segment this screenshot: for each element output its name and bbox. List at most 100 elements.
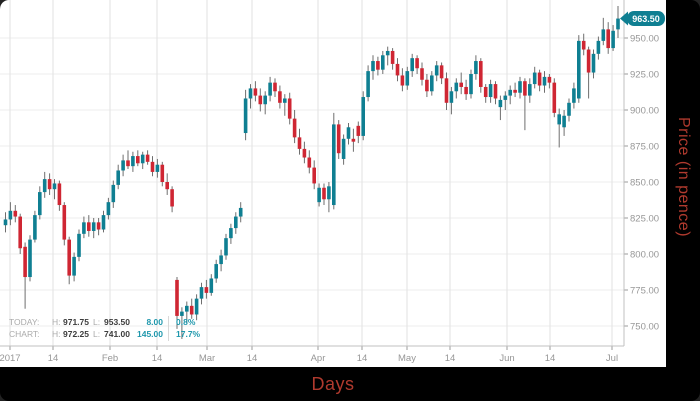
x-tick-label: Apr: [311, 353, 326, 364]
candle-down: [18, 216, 22, 249]
x-tick-label: 14: [545, 353, 556, 364]
info-high-value: 972.25: [63, 329, 89, 339]
candle-up: [542, 76, 547, 86]
y-tick-label: 950.00: [630, 34, 659, 45]
candle-down: [464, 86, 468, 95]
candle-down: [376, 61, 380, 70]
info-low-value: 741.00: [104, 329, 130, 339]
candle-up: [214, 264, 218, 279]
candle-down: [523, 81, 527, 96]
y-tick-label: 850.00: [630, 178, 659, 189]
y-tick-label: 825.00: [630, 214, 659, 225]
candlestick-chart: 950.00 925.00 900.00 875.00 850.00 825.00 800.…: [0, 0, 665, 364]
candlestick-chart-panel: 950.00 925.00 900.00 875.00 850.00 825.00 800.…: [0, 0, 666, 367]
candle-up: [268, 82, 272, 96]
candle-down: [307, 157, 312, 168]
candle-up: [454, 82, 459, 92]
candle-down: [126, 160, 130, 167]
candle-down: [351, 138, 356, 142]
candle-down: [483, 86, 488, 98]
candle-down: [400, 75, 405, 86]
candle-up: [33, 215, 37, 240]
candle-up: [327, 186, 331, 200]
candle-up: [611, 30, 615, 49]
candle-down: [165, 182, 169, 190]
candle-down: [586, 49, 591, 73]
candle-up: [243, 98, 248, 134]
candle-up: [224, 238, 228, 256]
candle-up: [131, 156, 135, 167]
candle-up: [572, 88, 576, 103]
candle-up: [106, 202, 111, 216]
candle-up: [234, 216, 238, 229]
info-low-key: L:: [93, 317, 100, 327]
x-axis-title-text: Days: [311, 373, 355, 394]
x-tick-label: Feb: [102, 353, 118, 364]
candle-up: [82, 222, 86, 234]
price-badge: [627, 11, 665, 27]
candle-down: [425, 79, 429, 92]
candle-up: [155, 164, 160, 172]
x-tick-label: 14: [357, 353, 368, 364]
candle-up: [449, 91, 454, 103]
candle-up: [91, 222, 96, 231]
x-tick-label: 14: [152, 353, 163, 364]
candle-down: [444, 78, 449, 103]
candle-down: [204, 287, 209, 293]
candle-up: [346, 127, 351, 139]
price-badge-text: 963.50: [632, 14, 660, 24]
y-tick-label: 925.00: [630, 70, 659, 81]
candle-up: [474, 61, 478, 74]
candle-down: [273, 82, 277, 92]
candle-down: [62, 205, 67, 240]
info-change-value: 8.00: [146, 317, 163, 327]
candle-up: [38, 192, 42, 216]
candle-down: [23, 246, 27, 278]
info-change-value: 145.00: [137, 329, 163, 339]
candle-up: [101, 215, 106, 230]
candle-down: [537, 72, 542, 86]
x-tick-label: Jun: [499, 353, 514, 364]
candle-up: [317, 187, 321, 203]
info-row-label: TODAY:: [9, 317, 39, 327]
candle-up: [180, 311, 184, 316]
candle-down: [175, 279, 179, 316]
x-axis-title: Days: [0, 367, 666, 401]
candle-down: [547, 76, 552, 83]
candle-down: [136, 156, 140, 164]
candle-up: [469, 74, 473, 95]
candle-down: [160, 164, 165, 182]
candle-up: [263, 95, 267, 105]
candle-up: [341, 138, 346, 159]
candle-up: [219, 255, 223, 265]
y-tick-label: 875.00: [630, 142, 659, 153]
candle-down: [459, 82, 463, 87]
candle-up: [140, 154, 145, 164]
x-tick-label: 14: [48, 353, 59, 364]
candle-down: [302, 148, 307, 158]
candle-down: [606, 29, 610, 49]
y-axis-title-text: Price (in pence): [675, 116, 692, 238]
candle-up: [557, 114, 561, 125]
x-tick-label: 2017: [0, 353, 21, 364]
candle-up: [562, 115, 566, 128]
candle-down: [287, 98, 292, 119]
x-tick-label: 14: [247, 353, 258, 364]
candle-up: [28, 239, 32, 278]
candle-down: [390, 50, 395, 64]
candle-down: [292, 118, 297, 138]
candle-up: [591, 53, 596, 73]
candle-up: [116, 170, 120, 185]
candle-down: [150, 161, 155, 172]
candle-down: [57, 183, 62, 206]
candle-down: [493, 84, 498, 99]
candle-down: [322, 187, 326, 200]
candle-up: [508, 89, 512, 96]
candle-up: [238, 207, 243, 217]
x-tick-label: Jul: [606, 353, 618, 364]
info-low-value: 953.50: [104, 317, 130, 327]
info-row-label: CHART:: [9, 329, 40, 339]
candle-up: [488, 84, 493, 98]
candle-up: [385, 50, 390, 56]
candle-down: [297, 137, 302, 149]
